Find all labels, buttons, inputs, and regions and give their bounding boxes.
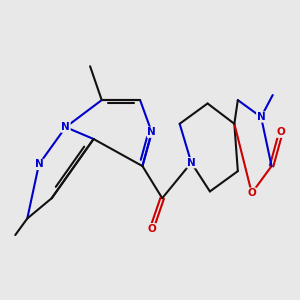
Text: O: O [277,127,285,137]
Text: N: N [257,112,266,122]
Text: N: N [61,122,70,132]
Text: O: O [147,224,156,234]
Text: N: N [147,127,156,137]
Text: N: N [34,159,43,170]
Text: N: N [187,158,196,168]
Text: O: O [248,188,256,198]
